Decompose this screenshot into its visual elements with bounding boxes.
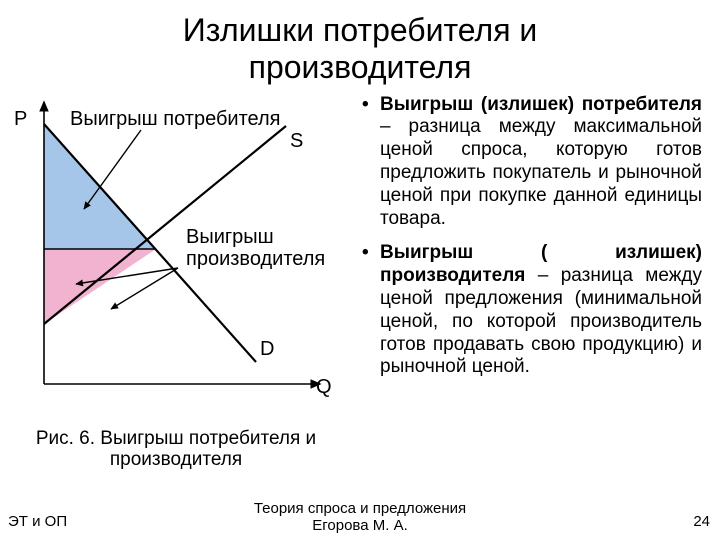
supply-label: S (290, 130, 303, 153)
bullet-dot-icon: • (362, 242, 380, 379)
right-column: • Выигрыш (излишек) потребителя – разниц… (346, 94, 702, 472)
bullet-producer: • Выигрыш ( излишек) производителя – раз… (362, 242, 702, 379)
surplus-chart: P Выигрыш потребителя S Выигрыш производ… (6, 94, 346, 424)
left-column: P Выигрыш потребителя S Выигрыш производ… (6, 94, 346, 472)
ps-arrow-2 (111, 268, 178, 309)
cs-arrow (84, 130, 141, 209)
page-number: 24 (693, 513, 710, 530)
p-axis-label: P (14, 108, 27, 131)
bullet-consumer: • Выигрыш (излишек) потребителя – разниц… (362, 94, 702, 231)
consumer-surplus-label: Выигрыш потребителя (70, 108, 281, 131)
producer-surplus-label: Выигрыш производителя (186, 226, 325, 270)
slide-title: Излишки потребителя и производителя (0, 0, 720, 86)
producer-surplus-area (44, 249, 156, 324)
bullet-text: Выигрыш ( излишек) производителя – разни… (380, 242, 702, 379)
demand-label: D (260, 338, 274, 361)
chart-caption: Рис. 6. Выигрыш потребителя и производит… (6, 428, 346, 472)
bullet-dot-icon: • (362, 94, 380, 231)
q-axis-label: Q (316, 376, 332, 399)
bullet-text: Выигрыш (излишек) потребителя – разница … (380, 94, 702, 231)
content-area: P Выигрыш потребителя S Выигрыш производ… (0, 86, 720, 472)
footer-center: Теория спроса и предложения Егорова М. А… (0, 500, 720, 535)
